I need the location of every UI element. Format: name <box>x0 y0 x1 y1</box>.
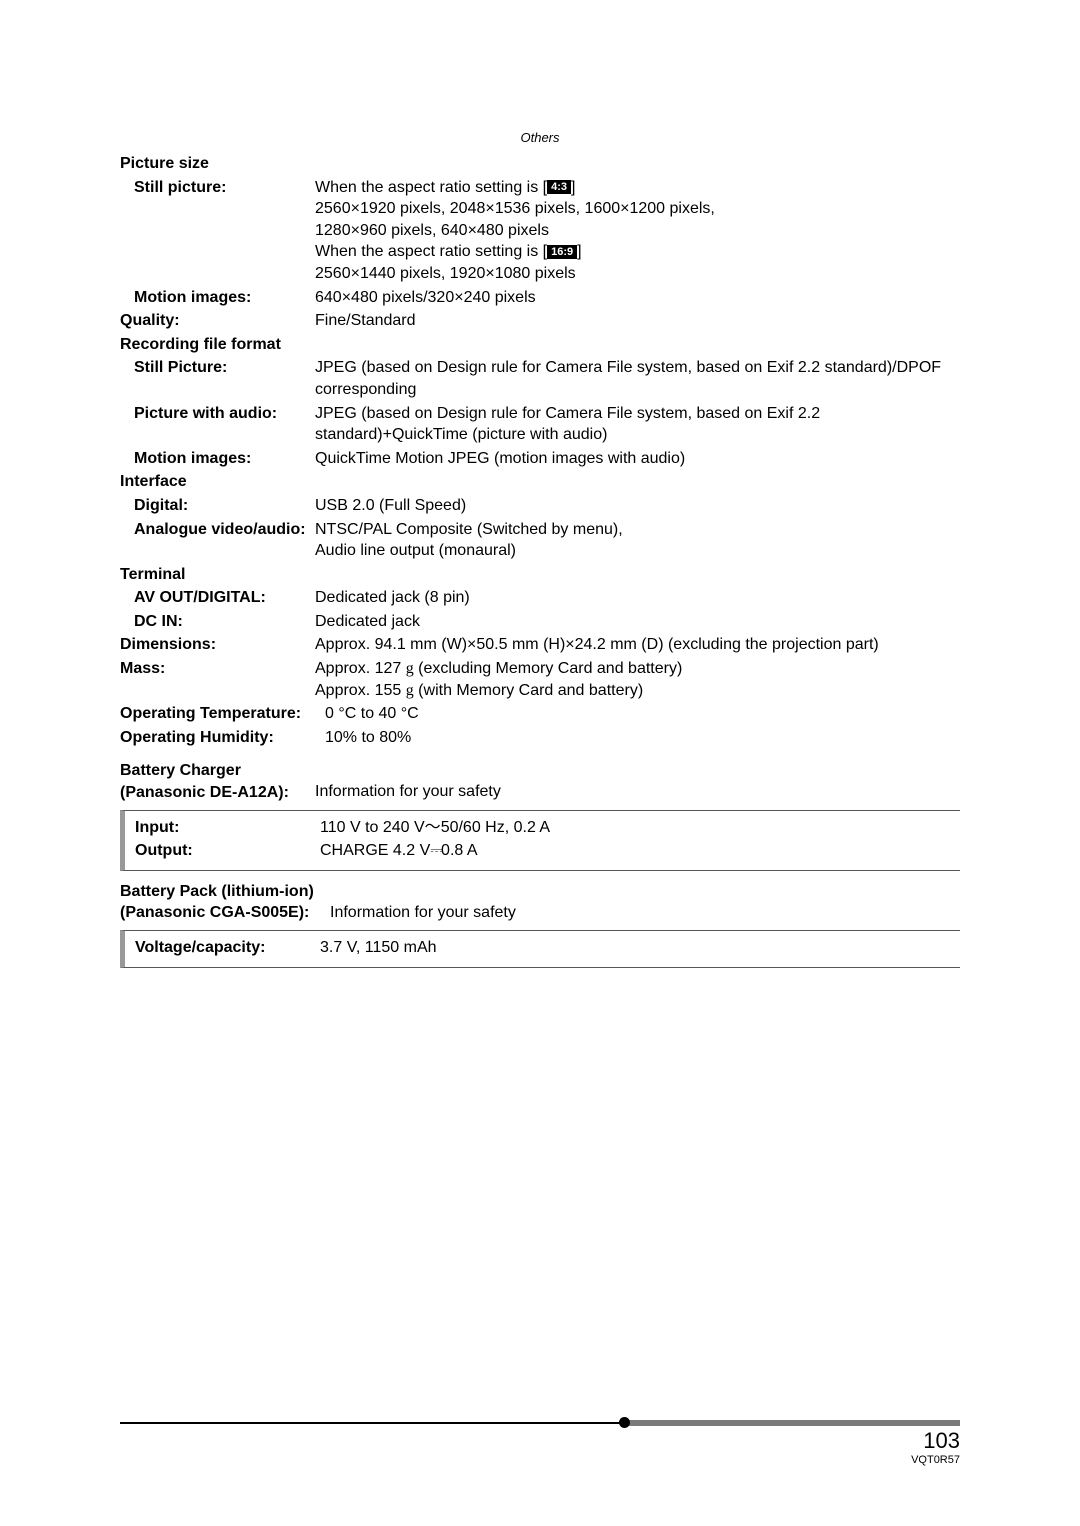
battery-box: Voltage/capacity: 3.7 V, 1150 mAh <box>120 930 960 968</box>
optemp-value: 0 °C to 40 °C <box>325 703 960 725</box>
still-picture-value: When the aspect ratio setting is [4:3] 2… <box>315 177 960 285</box>
battpack-label-2: (Panasonic CGA-S005E): <box>120 904 309 921</box>
terminal-label: Terminal <box>120 564 315 586</box>
dcin-label: DC IN: <box>120 611 315 633</box>
output-value: CHARGE 4.2 V⎓0.8 A <box>320 840 960 862</box>
rec-still-value: JPEG (based on Design rule for Camera Fi… <box>315 357 960 400</box>
mass-2-post: (with Memory Card and battery) <box>414 682 643 699</box>
mass-2-pre: Approx. 155 <box>315 682 406 699</box>
mass-value: Approx. 127 g (excluding Memory Card and… <box>315 658 960 701</box>
dimensions-label: Dimensions: <box>120 634 315 656</box>
rec-format-label: Recording file format <box>120 334 315 356</box>
analog-value-1: NTSC/PAL Composite (Switched by menu), <box>315 521 623 538</box>
charger-box: Input: 110 V to 240 V〜50/60 Hz, 0.2 A Ou… <box>120 810 960 871</box>
still-line4-pre: When the aspect ratio setting is [ <box>315 243 547 260</box>
rec-audio-label: Picture with audio: <box>120 403 315 425</box>
input-value: 110 V to 240 V〜50/60 Hz, 0.2 A <box>320 817 960 839</box>
voltcap-value: 3.7 V, 1150 mAh <box>320 937 960 959</box>
footer-rule-thick <box>624 1420 960 1426</box>
charger-label: Battery Charger (Panasonic DE-A12A): <box>120 760 315 803</box>
output-post: 0.8 A <box>441 842 477 859</box>
battpack-label: Battery Pack (lithium-ion) (Panasonic CG… <box>120 881 330 924</box>
still-line2: 2560×1920 pixels, 2048×1536 pixels, 1600… <box>315 200 715 217</box>
quality-value: Fine/Standard <box>315 310 960 332</box>
ratio-badge-43: 4:3 <box>547 180 571 194</box>
output-pre: CHARGE 4.2 V <box>320 842 430 859</box>
dimensions-value: Approx. 94.1 mm (W)×50.5 mm (H)×24.2 mm … <box>315 634 960 656</box>
still-line4-post: ] <box>577 243 581 260</box>
optemp-label: Operating Temperature: <box>120 703 325 725</box>
interface-label: Interface <box>120 471 315 493</box>
rec-motion-value: QuickTime Motion JPEG (motion images wit… <box>315 448 960 470</box>
output-label: Output: <box>135 840 320 862</box>
analog-value-2: Audio line output (monaural) <box>315 542 516 559</box>
input-label: Input: <box>135 817 320 839</box>
doc-code: VQT0R57 <box>120 1454 960 1466</box>
mass-1-pre: Approx. 127 <box>315 660 406 677</box>
voltcap-label: Voltage/capacity: <box>135 937 320 959</box>
charger-label-1: Battery Charger <box>120 762 241 779</box>
digital-value: USB 2.0 (Full Speed) <box>315 495 960 517</box>
still-line1-post: ] <box>571 179 575 196</box>
analog-label: Analogue video/audio: <box>120 519 315 541</box>
motion-images-label: Motion images: <box>120 287 315 309</box>
footer-dot-icon <box>619 1417 630 1428</box>
quality-label: Quality: <box>120 310 315 332</box>
page-footer: 103 VQT0R57 <box>120 1420 960 1466</box>
page-number: 103 <box>120 1428 960 1454</box>
mass-1-post: (excluding Memory Card and battery) <box>414 660 683 677</box>
motion-images-value: 640×480 pixels/320×240 pixels <box>315 287 960 309</box>
rec-audio-value: JPEG (based on Design rule for Camera Fi… <box>315 403 960 446</box>
avout-label: AV OUT/DIGITAL: <box>120 587 315 609</box>
avout-value: Dedicated jack (8 pin) <box>315 587 960 609</box>
still-line3: 1280×960 pixels, 640×480 pixels <box>315 222 549 239</box>
input-post: 50/60 Hz, 0.2 A <box>441 819 550 836</box>
charger-value: Information for your safety <box>315 760 960 803</box>
battpack-value: Information for your safety <box>330 881 960 924</box>
gram-symbol: g <box>406 660 414 677</box>
mass-label: Mass: <box>120 658 315 680</box>
input-pre: 110 V to 240 V <box>320 819 425 836</box>
ac-symbol: 〜 <box>425 819 441 836</box>
still-line5: 2560×1440 pixels, 1920×1080 pixels <box>315 265 576 282</box>
battpack-label-1: Battery Pack (lithium-ion) <box>120 883 314 900</box>
digital-label: Digital: <box>120 495 315 517</box>
still-picture-label: Still picture: <box>120 177 315 199</box>
still-line1-pre: When the aspect ratio setting is [ <box>315 179 547 196</box>
gram-symbol: g <box>406 682 414 699</box>
dcin-value: Dedicated jack <box>315 611 960 633</box>
analog-value: NTSC/PAL Composite (Switched by menu), A… <box>315 519 960 562</box>
rec-motion-label: Motion images: <box>120 448 315 470</box>
picture-size-label: Picture size <box>120 153 315 175</box>
ratio-badge-169: 16:9 <box>547 245 577 259</box>
rec-still-label: Still Picture: <box>120 357 315 379</box>
ophum-label: Operating Humidity: <box>120 727 325 749</box>
charger-label-2: (Panasonic DE-A12A): <box>120 784 289 801</box>
ophum-value: 10% to 80% <box>325 727 960 749</box>
dc-symbol: ⎓ <box>430 842 441 859</box>
section-header: Others <box>120 130 960 145</box>
